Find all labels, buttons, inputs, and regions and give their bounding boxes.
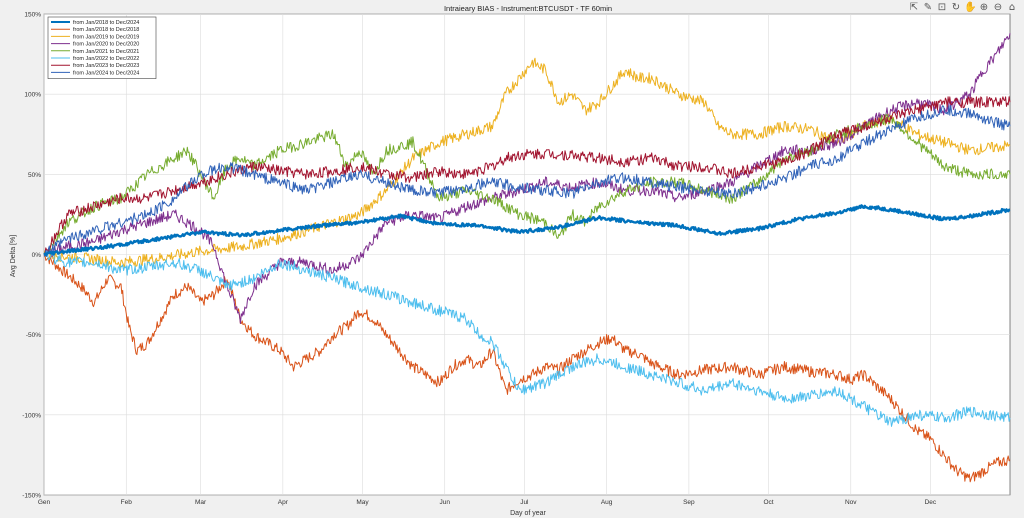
x-tick-label: Aug	[601, 499, 613, 506]
x-axis-label: Day of year	[510, 510, 546, 517]
y-tick-label: -100%	[22, 412, 41, 419]
legend-entry: from Jan/2019 to Dec/2019	[73, 34, 139, 40]
y-tick-label: 150%	[24, 12, 41, 19]
y-tick-label: -50%	[26, 332, 41, 339]
legend-entry: from Jan/2020 to Dec/2020	[73, 42, 139, 48]
series-line-6	[43, 96, 1011, 255]
x-tick-label: Gen	[38, 499, 51, 506]
legend-entry: from Jan/2021 to Dec/2021	[73, 49, 139, 55]
legend-entry: from Jan/2018 to Dec/2024	[73, 20, 139, 26]
rotate-icon[interactable]: ↻	[951, 2, 961, 13]
export-icon[interactable]: ⇱	[909, 2, 919, 13]
x-tick-label: Dec	[925, 499, 937, 506]
y-axis-label: Avg Delta [%]	[10, 235, 17, 277]
legend-entry: from Jan/2022 to Dec/2022	[73, 56, 139, 62]
series-line-1	[43, 254, 1011, 483]
y-tick-label: 50%	[28, 172, 41, 179]
x-tick-label: Jun	[439, 499, 450, 506]
chart-title: Intraieary BIAS - Instrument:BTCUSDT - T…	[444, 4, 612, 13]
x-tick-label: Feb	[121, 499, 133, 506]
x-tick-label: Jul	[520, 499, 529, 506]
x-tick-label: May	[356, 499, 369, 506]
legend-entry: from Jan/2024 to Dec/2024	[73, 70, 139, 76]
pan-icon[interactable]: ✋	[964, 2, 977, 13]
x-tick-label: Oct	[763, 499, 773, 506]
y-tick-label: 0%	[32, 252, 42, 259]
zoom-out-icon[interactable]: ⊖	[993, 2, 1003, 13]
figure-toolbar: ⇱ ✎ ⊡ ↻ ✋ ⊕ ⊖ ⌂	[908, 2, 1018, 14]
data-tips-icon[interactable]: ⊡	[937, 2, 947, 13]
y-tick-label: 100%	[24, 92, 41, 99]
series-line-0	[43, 204, 1011, 256]
x-tick-label: Sep	[683, 499, 695, 506]
y-tick-label: -150%	[22, 493, 41, 500]
grid-lines	[43, 13, 1010, 496]
x-tick-label: Nov	[845, 499, 857, 506]
brush-icon[interactable]: ✎	[923, 2, 933, 13]
legend-entry: from Jan/2018 to Dec/2018	[73, 27, 139, 33]
x-tick-label: Apr	[278, 499, 289, 506]
x-tick-label: Mar	[195, 499, 207, 506]
axis-ticks: Gen Feb Mar Apr May Jun Jul Aug Sep Oct Nov Dec 150%…	[22, 12, 937, 507]
zoom-in-icon[interactable]: ⊕	[979, 2, 989, 13]
home-icon[interactable]: ⌂	[1008, 2, 1016, 13]
series-line-5	[43, 249, 1011, 427]
series-lines	[43, 33, 1011, 483]
legend-entry: from Jan/2023 to Dec/2023	[73, 63, 139, 69]
legend-box	[47, 16, 157, 79]
series-line-7	[43, 105, 1011, 257]
